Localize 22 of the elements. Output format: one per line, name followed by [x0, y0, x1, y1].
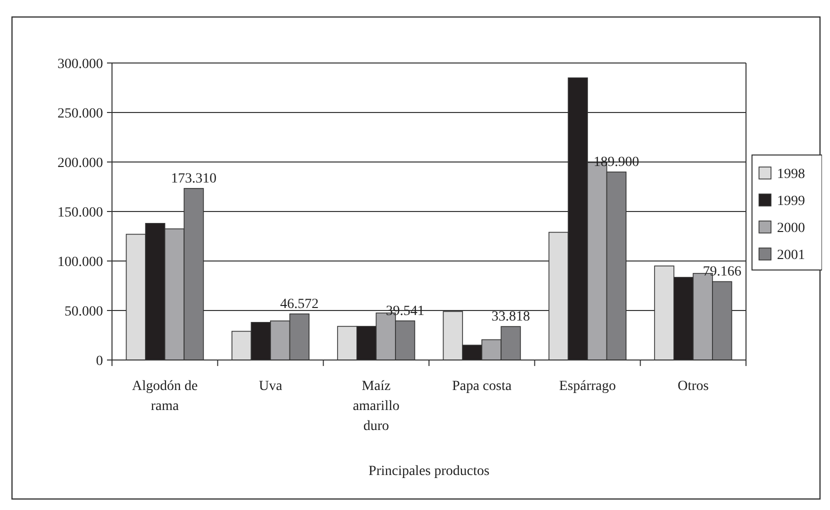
y-tick-label: 0 [96, 354, 103, 369]
y-tick-label: 200.000 [58, 156, 103, 171]
y-tick-label: 100.000 [58, 254, 103, 270]
legend-label: 2001 [777, 248, 805, 263]
y-tick-label: 300.000 [58, 56, 103, 72]
x-tick-label: Maíz amarillo duro [352, 379, 400, 434]
data-label: 46.572 [280, 296, 319, 312]
data-label: 79.166 [702, 264, 742, 280]
x-tick-label: Espárrago [559, 379, 616, 394]
x-axis-title: Principales productos [368, 464, 490, 479]
legend-label: 1998 [777, 166, 805, 182]
y-tick-label: 50.000 [64, 304, 103, 320]
data-label: 173.310 [171, 171, 217, 186]
legend-label: 1999 [777, 194, 805, 209]
x-tick-label: Otros [678, 379, 709, 394]
x-tick-label: Algodón de rama [132, 379, 198, 414]
y-tick-label: 150.000 [58, 205, 103, 220]
x-tick-label: Uva [258, 379, 283, 394]
y-tick-label: 250.000 [58, 106, 103, 122]
x-tick-label: Papa costa [452, 379, 512, 394]
legend-label: 2000 [777, 220, 805, 236]
data-label: 33.818 [492, 310, 530, 325]
